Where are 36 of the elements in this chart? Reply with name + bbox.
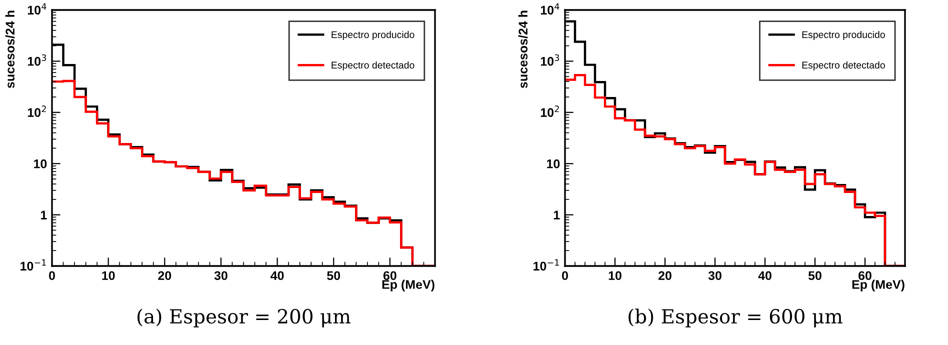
y-tick-label: 10 <box>34 159 47 168</box>
x-tick-label: 30 <box>708 271 722 280</box>
x-tick-label: 20 <box>158 271 172 280</box>
y-tick-label: 10$^{2}$ <box>540 106 559 117</box>
y-tick-label: 10 <box>547 159 560 168</box>
y-tick-label: 10$^{4}$ <box>540 3 560 15</box>
text: (b) Espesor = 600 μm <box>628 308 842 328</box>
x-tick-label: 40 <box>270 271 284 280</box>
legend-label: Espectro producido <box>802 30 885 40</box>
y-tick-label: 1 <box>554 210 560 220</box>
x-tick-label: 50 <box>808 271 822 280</box>
x-tick-label: 20 <box>658 271 672 280</box>
x-tick-label: 60 <box>383 271 396 280</box>
y-tick-label: 10$^{3}$ <box>540 54 560 66</box>
x-axis-title: Ep (MeV) <box>852 280 904 292</box>
y-axis-title: sucesos/24 h <box>5 10 15 88</box>
legend-label: Espectro detectado <box>332 61 414 70</box>
x-tick-label: 40 <box>758 271 772 280</box>
y-tick-label: 10$^{−1}$ <box>20 259 46 271</box>
y-tick-label: 10$^{3}$ <box>28 54 46 66</box>
x-tick-label: 0 <box>562 271 568 280</box>
x-tick-label: 50 <box>327 271 340 280</box>
x-tick-label: 60 <box>858 271 872 280</box>
y-tick-label: 1 <box>40 210 47 220</box>
legend-label: Espectro producido <box>332 30 414 40</box>
x-tick-label: 10 <box>608 271 622 280</box>
x-tick-label: 0 <box>49 271 55 280</box>
text: (a) Espesor = 200 μm <box>138 308 351 328</box>
y-tick-label: 10$^{2}$ <box>28 106 46 117</box>
y-axis-title: sucesos/24 h <box>518 10 528 88</box>
x-axis-title: Ep (MeV) <box>382 280 434 292</box>
y-tick-label: 10$^{4}$ <box>28 3 46 15</box>
legend-label: Espectro detectado <box>802 61 885 70</box>
y-tick-label: 10$^{−1}$ <box>534 259 559 271</box>
x-tick-label: 10 <box>102 271 115 280</box>
x-tick-label: 30 <box>214 271 228 280</box>
